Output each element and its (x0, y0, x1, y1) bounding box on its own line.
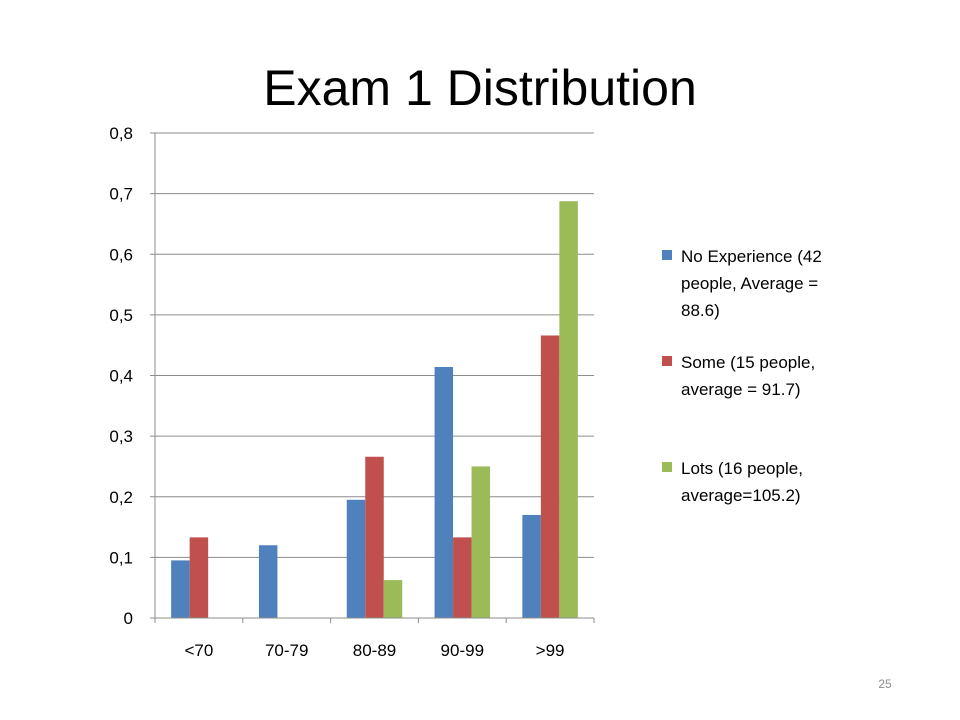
bar-0-0 (171, 560, 190, 618)
bar-0-2 (346, 499, 366, 618)
legend-swatch-some (662, 356, 672, 366)
y-tick-label: 0,6 (109, 245, 133, 264)
y-tick-label: 0,3 (109, 427, 133, 446)
y-tick-label: 0,7 (109, 185, 133, 204)
legend-swatch-no-experience (662, 250, 672, 260)
slide-title: Exam 1 Distribution (263, 60, 697, 116)
y-tick-label: 0,2 (109, 488, 133, 507)
legend-entry-lots: Lots (16 people, average=105.2) (662, 459, 808, 505)
bars (171, 201, 578, 618)
x-tick-label: 70-79 (265, 641, 308, 660)
y-tick-label: 0,8 (109, 124, 133, 143)
bar-2-3 (471, 466, 491, 618)
bar-1-3 (453, 537, 472, 618)
x-tick-label: >99 (536, 641, 565, 660)
legend-label-some: Some (15 people, average = 91.7) (681, 353, 820, 399)
bar-2-2 (383, 580, 403, 618)
y-tick-label: 0,1 (109, 548, 133, 567)
axes (154, 133, 595, 623)
bar-1-4 (540, 335, 560, 618)
bar-0-3 (434, 367, 454, 618)
y-axis-tick-labels: 0 0,1 0,2 0,3 0,4 0,5 0,6 0,7 0,8 (109, 124, 133, 628)
bar-0-1 (258, 545, 278, 618)
bar-1-0 (189, 537, 209, 618)
slide-number: 25 (878, 677, 892, 691)
y-tick-label: 0 (124, 609, 133, 628)
legend-label-no-experience: No Experience (42 people, Average = 88.6… (681, 247, 827, 320)
x-tick-label: <70 (184, 641, 213, 660)
bar-0-4 (522, 514, 541, 618)
y-tick-label: 0,4 (109, 367, 133, 386)
bar-2-4 (559, 201, 578, 618)
legend-swatch-lots (662, 462, 672, 472)
y-tick-label: 0,5 (109, 306, 133, 325)
x-tick-label: 80-89 (353, 641, 396, 660)
legend-entry-no-experience: No Experience (42 people, Average = 88.6… (662, 247, 827, 320)
bar-1-2 (365, 456, 384, 618)
legend: No Experience (42 people, Average = 88.6… (662, 247, 827, 505)
legend-label-lots: Lots (16 people, average=105.2) (681, 459, 808, 505)
x-axis-tick-labels: <70 70-79 80-89 90-99 >99 (184, 641, 564, 660)
x-tick-label: 90-99 (441, 641, 484, 660)
legend-entry-some: Some (15 people, average = 91.7) (662, 353, 820, 399)
